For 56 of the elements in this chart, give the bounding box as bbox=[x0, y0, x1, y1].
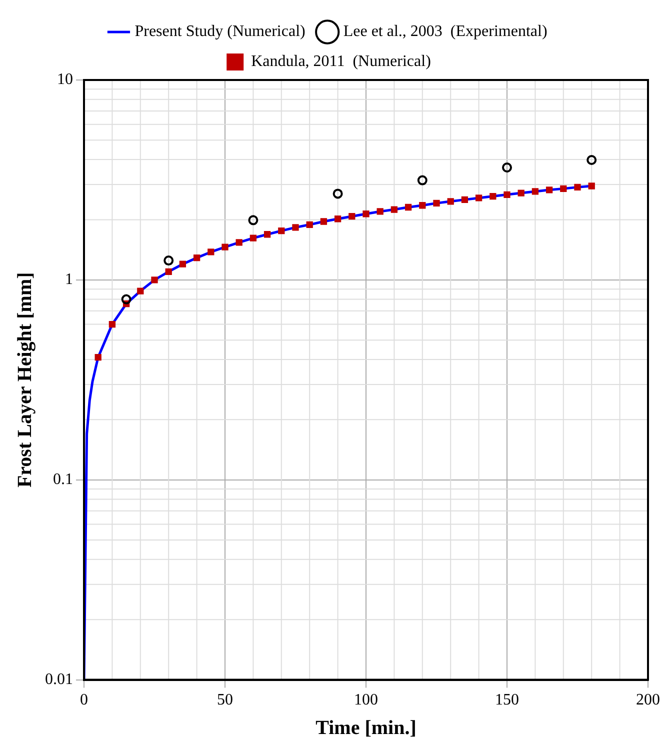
point bbox=[588, 182, 595, 190]
point bbox=[348, 213, 356, 220]
point bbox=[404, 204, 412, 211]
point bbox=[433, 200, 440, 207]
point bbox=[560, 185, 567, 192]
point bbox=[586, 154, 597, 165]
point bbox=[264, 231, 271, 238]
point bbox=[518, 190, 524, 196]
x-axis-title: Time [min.] bbox=[316, 717, 416, 740]
x-tick-label: 200 bbox=[636, 692, 660, 709]
point bbox=[320, 218, 328, 225]
point bbox=[532, 188, 539, 195]
y-tick-label: 0.01 bbox=[45, 671, 73, 688]
point bbox=[502, 162, 512, 173]
legend-label: Lee et al., 2003 (Experimental) bbox=[343, 23, 548, 40]
y-axis-title: Frost Layer Height [mm] bbox=[14, 272, 36, 488]
point bbox=[362, 210, 370, 218]
point bbox=[222, 244, 228, 250]
point bbox=[193, 254, 200, 262]
legend-label: Present Study (Numerical) bbox=[134, 23, 306, 40]
point bbox=[490, 192, 496, 200]
point bbox=[419, 202, 426, 209]
point bbox=[306, 221, 313, 228]
point bbox=[332, 188, 343, 199]
x-tick-label: 0 bbox=[80, 692, 88, 709]
point bbox=[390, 206, 398, 213]
point bbox=[137, 288, 144, 294]
point bbox=[121, 294, 132, 304]
point bbox=[334, 216, 342, 222]
point bbox=[447, 198, 454, 205]
x-tick-label: 150 bbox=[495, 692, 519, 709]
y-tick-label: 1 bbox=[65, 271, 73, 288]
point bbox=[151, 276, 158, 284]
x-tick-label: 100 bbox=[354, 692, 378, 709]
point bbox=[376, 208, 384, 215]
point bbox=[417, 175, 428, 186]
point bbox=[108, 320, 116, 328]
point bbox=[475, 194, 482, 202]
point bbox=[248, 215, 258, 226]
point bbox=[165, 268, 172, 275]
point bbox=[179, 260, 186, 268]
point bbox=[278, 228, 285, 234]
legend-label: Kandula, 2011 (Numerical) bbox=[251, 53, 431, 70]
point bbox=[504, 191, 510, 198]
point bbox=[164, 256, 174, 266]
x-tick-label: 50 bbox=[217, 692, 233, 709]
point bbox=[574, 184, 581, 191]
point bbox=[250, 234, 257, 242]
point bbox=[236, 239, 242, 246]
point bbox=[461, 196, 468, 204]
point bbox=[292, 224, 299, 231]
y-tick-label: 10 bbox=[57, 71, 73, 88]
point bbox=[546, 186, 553, 194]
y-tick-label: 0.1 bbox=[53, 471, 73, 488]
point bbox=[94, 354, 102, 361]
point bbox=[208, 248, 214, 256]
